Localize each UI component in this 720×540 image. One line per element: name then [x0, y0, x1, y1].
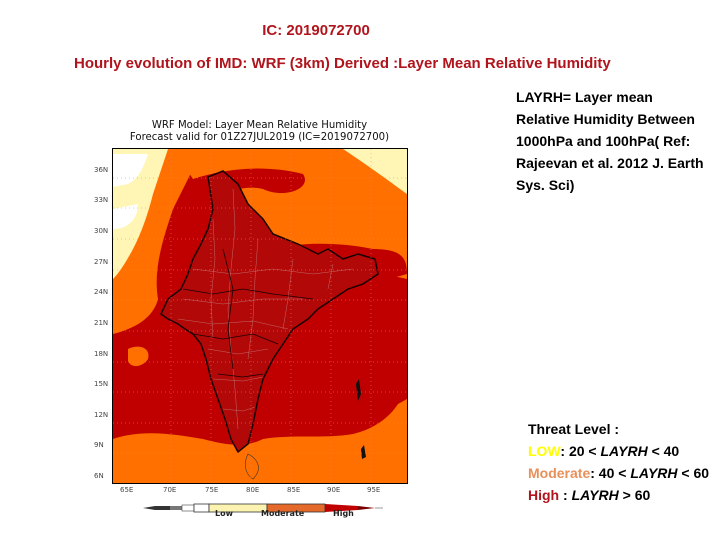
- map-title: WRF Model: Layer Mean Relative Humidity: [151, 118, 368, 131]
- map-heading: WRF Model: Layer Mean Relative Humidity …: [124, 119, 395, 143]
- threat-low-range-end: < 40: [647, 443, 680, 459]
- threat-low-label: LOW: [528, 443, 561, 459]
- y-tick: 33N: [94, 196, 109, 204]
- x-tick: 80E: [246, 486, 260, 494]
- threat-legend: Threat Level : LOW: 20 < LAYRH < 40 Mode…: [528, 418, 718, 506]
- colorbar-label-high: High: [333, 509, 354, 518]
- threat-high-label: High: [528, 487, 560, 503]
- threat-moderate-var: LAYRH: [630, 465, 678, 481]
- x-tick: 85E: [287, 486, 301, 494]
- threat-high: High : LAYRH > 60: [528, 484, 718, 506]
- y-tick: 27N: [94, 258, 109, 266]
- humidity-map: [112, 148, 408, 484]
- ic-label: IC: 2019072700: [262, 22, 370, 39]
- threat-moderate: Moderate: 40 < LAYRH < 60: [528, 462, 718, 484]
- x-tick: 65E: [120, 486, 134, 494]
- threat-high-range: :: [559, 487, 572, 503]
- threat-high-range-end: > 60: [618, 487, 651, 503]
- x-tick: 95E: [367, 486, 381, 494]
- y-tick: 21N: [94, 319, 109, 327]
- threat-low-range: : 20 <: [560, 443, 601, 459]
- threat-title: Threat Level :: [528, 421, 620, 437]
- y-tick: 6N: [94, 472, 104, 480]
- x-tick: 75E: [205, 486, 219, 494]
- y-tick: 24N: [94, 288, 109, 296]
- threat-low: LOW: 20 < LAYRH < 40: [528, 440, 718, 462]
- colorbar-label-low: Low: [215, 509, 233, 518]
- threat-moderate-range: : 40 <: [590, 465, 631, 481]
- threat-low-var: LAYRH: [600, 443, 648, 459]
- y-tick: 36N: [94, 166, 109, 174]
- y-tick: 30N: [94, 227, 109, 235]
- x-tick: 70E: [163, 486, 177, 494]
- threat-moderate-label: Moderate: [528, 465, 591, 481]
- page-title: Hourly evolution of IMD: WRF (3km) Deriv…: [74, 55, 611, 72]
- y-tick: 9N: [94, 441, 104, 449]
- y-tick: 12N: [94, 411, 109, 419]
- colorbar-graphic: [143, 503, 383, 513]
- colorbar-label-moderate: Moderate: [261, 509, 305, 518]
- y-tick: 18N: [94, 350, 109, 358]
- y-tick: 15N: [94, 380, 109, 388]
- x-tick: 90E: [327, 486, 341, 494]
- threat-moderate-range-end: < 60: [677, 465, 710, 481]
- map-subtitle: Forecast valid for 01Z27JUL2019 (IC=2019…: [129, 130, 390, 143]
- colorbar: [143, 500, 383, 513]
- threat-high-var: LAYRH: [571, 487, 619, 503]
- map-plot: [113, 149, 407, 483]
- layrh-description: LAYRH= Layer mean Relative Humidity Betw…: [516, 89, 704, 193]
